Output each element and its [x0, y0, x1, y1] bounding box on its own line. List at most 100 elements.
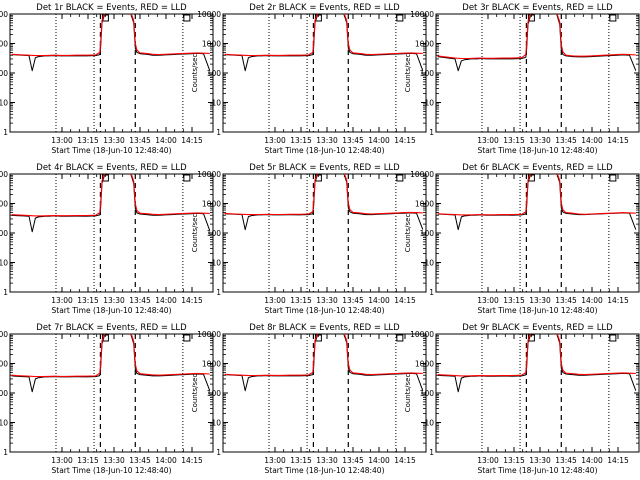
y-axis-label: Counts/sec	[404, 214, 412, 253]
chart-panel-2: Det 2r BLACK = Events, RED = LLD 10000 100…	[191, 3, 427, 155]
y-tick-label: 1	[216, 448, 221, 457]
y-tick-label: 10	[211, 99, 221, 108]
x-tick-label: 13:30	[529, 136, 551, 145]
x-tick-label: 13:45	[129, 456, 151, 465]
x-tick-label: 13:00	[477, 456, 499, 465]
y-tick-label: 10000	[0, 10, 8, 19]
series-group	[11, 334, 211, 393]
plot-frame	[222, 173, 427, 293]
events-series-line	[224, 334, 424, 392]
plot-frame	[222, 333, 427, 453]
y-tick-label: 10000	[0, 330, 8, 339]
chart-title: Det 6r BLACK = Events, RED = LLD	[462, 163, 613, 173]
x-tick-label: 13:00	[264, 136, 286, 145]
x-tick-label: 14:15	[607, 296, 629, 305]
x-tick-label: 13:15	[290, 296, 312, 305]
y-tick-label: 10000	[197, 170, 221, 179]
chart-panel-1: Det 1r BLACK = Events, RED = LLD 10000 100…	[0, 3, 214, 155]
x-axis-label: Start Time (18-Jun-10 12:48:40)	[265, 306, 385, 315]
lld-series-line	[437, 14, 636, 60]
y-tick-label: 100	[0, 229, 8, 238]
y-tick-label: 100	[207, 389, 222, 398]
square-upper-right-marker	[183, 334, 191, 342]
y-tick-label: 1000	[202, 200, 221, 209]
x-tick-label: 14:00	[368, 296, 390, 305]
y-tick-label: 100	[420, 389, 435, 398]
series-group	[437, 334, 637, 393]
x-tick-label: 13:30	[103, 456, 125, 465]
y-axis-label: Counts/sec	[191, 374, 199, 413]
square-upper-left-marker	[101, 334, 109, 342]
square-upper-right-marker	[396, 174, 404, 182]
y-tick-label: 1	[3, 448, 8, 457]
x-tick-label: 13:45	[555, 456, 577, 465]
y-tick-label: 100	[420, 69, 435, 78]
x-axis-label: Start Time (18-Jun-10 12:48:40)	[478, 466, 598, 475]
plot-frame	[9, 13, 214, 133]
chart-panel-6: Det 6r BLACK = Events, RED = LLD 10000 100…	[404, 163, 640, 315]
chart-panel-3: Det 3r BLACK = Events, RED = LLD 10000 100…	[404, 3, 640, 155]
y-axis-label: Counts/sec	[404, 54, 412, 93]
x-tick-label: 13:00	[51, 136, 73, 145]
y-tick-label: 1000	[202, 40, 221, 49]
x-axis-label: Start Time (18-Jun-10 12:48:40)	[265, 146, 385, 155]
y-tick-label: 1	[429, 448, 434, 457]
x-tick-label: 13:15	[77, 456, 99, 465]
lld-series-line	[11, 174, 210, 217]
chart-panel-4: Det 4r BLACK = Events, RED = LLD 10000 100…	[0, 163, 214, 315]
lld-series-line	[224, 334, 423, 377]
square-upper-left-marker	[527, 334, 535, 342]
lld-series-line	[11, 334, 210, 378]
x-tick-label: 14:15	[394, 136, 416, 145]
x-axis-label: Start Time (18-Jun-10 12:48:40)	[478, 146, 598, 155]
chart-title: Det 5r BLACK = Events, RED = LLD	[249, 163, 400, 173]
x-tick-label: 13:00	[51, 456, 73, 465]
y-tick-label: 10000	[197, 330, 221, 339]
y-tick-label: 100	[0, 69, 8, 78]
series-group	[224, 174, 424, 231]
y-tick-label: 10000	[197, 10, 221, 19]
chart-title: Det 1r BLACK = Events, RED = LLD	[36, 3, 187, 13]
y-tick-label: 1	[3, 128, 8, 137]
events-series-line	[437, 334, 637, 393]
events-series-line	[11, 14, 211, 72]
plot-frame	[222, 13, 427, 133]
square-upper-left-marker	[527, 14, 535, 22]
chart-panel-7: Det 7r BLACK = Events, RED = LLD 10000 100…	[0, 323, 214, 475]
events-series-line	[224, 174, 424, 231]
x-tick-label: 14:15	[181, 296, 203, 305]
series-group	[11, 174, 211, 233]
series-group	[437, 174, 637, 231]
y-tick-label: 1000	[0, 360, 8, 369]
x-tick-label: 14:15	[607, 136, 629, 145]
lld-series-line	[437, 334, 636, 377]
square-upper-right-marker	[396, 334, 404, 342]
series-group	[11, 14, 211, 72]
x-tick-label: 14:15	[607, 456, 629, 465]
x-tick-label: 13:45	[342, 456, 364, 465]
y-tick-label: 10000	[410, 330, 434, 339]
y-tick-label: 10000	[410, 10, 434, 19]
y-tick-label: 10	[424, 419, 434, 428]
chart-title: Det 2r BLACK = Events, RED = LLD	[249, 3, 400, 13]
x-tick-label: 14:00	[581, 136, 603, 145]
y-tick-label: 100	[0, 389, 8, 398]
x-tick-label: 14:00	[368, 136, 390, 145]
y-tick-label: 1000	[202, 360, 221, 369]
y-axis-label: Counts/sec	[404, 374, 412, 413]
x-tick-label: 13:30	[103, 296, 125, 305]
y-tick-label: 10	[0, 419, 8, 428]
lld-series-line	[437, 174, 636, 216]
x-tick-label: 13:00	[477, 136, 499, 145]
plot-frame	[435, 173, 640, 293]
x-tick-label: 13:45	[342, 136, 364, 145]
x-tick-label: 13:00	[51, 296, 73, 305]
y-tick-label: 10	[211, 419, 221, 428]
lld-series-line	[224, 14, 423, 57]
y-tick-label: 1000	[415, 40, 434, 49]
y-tick-label: 10000	[0, 170, 8, 179]
square-upper-right-marker	[609, 334, 617, 342]
x-tick-label: 14:00	[155, 456, 177, 465]
chart-panel-5: Det 5r BLACK = Events, RED = LLD 10000 100…	[191, 163, 427, 315]
plot-frame	[9, 333, 214, 453]
